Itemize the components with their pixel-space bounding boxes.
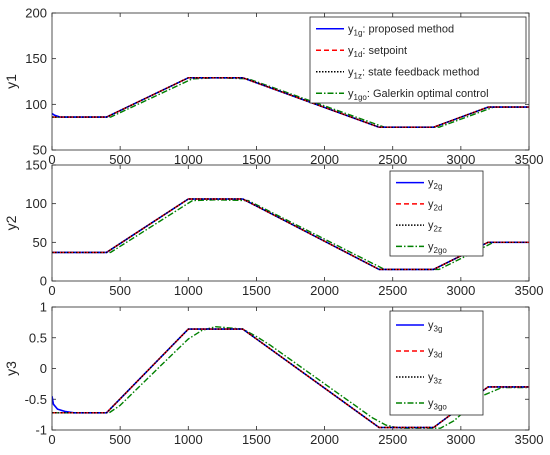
y-tick-label: 150 (25, 158, 47, 173)
x-tick-label: 2500 (378, 283, 407, 298)
x-tick-label: 1500 (242, 283, 271, 298)
legend: y3g y3d y3z y3go (389, 310, 484, 416)
series-line-galerkin (52, 199, 529, 271)
y-axis-label: y1 (3, 74, 19, 89)
x-tick-label: 2000 (310, 152, 339, 167)
x-tick-label: 500 (109, 432, 131, 447)
y-tick-label: 200 (25, 6, 47, 21)
legend-entry: y2g (428, 177, 442, 191)
y-tick-label: 1 (40, 300, 47, 315)
x-tick-label: 1000 (174, 432, 203, 447)
legend-entry: y3d (428, 346, 442, 360)
legend-entry: y1d: setpoint (348, 45, 407, 59)
axes-box (51, 12, 530, 151)
y-tick-label: 0 (40, 361, 47, 376)
y-tick-label: 50 (33, 143, 47, 158)
panel-y2: 0 500 1000 1500 2000 2500 3000 3500 0 50 100 150 y2 y… (3, 158, 543, 299)
y-tick-label: -1 (35, 423, 47, 438)
legend-box (389, 310, 484, 416)
legend-box (309, 16, 527, 104)
x-tick-label: 1000 (174, 283, 203, 298)
y-tick-label: 0.5 (29, 330, 47, 345)
axes-box (51, 164, 530, 282)
x-tick-label: 1500 (242, 152, 271, 167)
x-tick-label: 1500 (242, 432, 271, 447)
x-tick-label: 0 (48, 152, 55, 167)
legend-entry: y1go: Galerkin optimal control (348, 88, 489, 102)
legend-entry: y3g (428, 320, 442, 334)
x-tick-label: 500 (109, 283, 131, 298)
x-tick-label: 3500 (515, 283, 544, 298)
x-tick-label: 2500 (378, 432, 407, 447)
y-tick-label: 0 (40, 274, 47, 289)
x-tick-label: 0 (48, 283, 55, 298)
panel-y3: 0 500 1000 1500 2000 2500 3000 3500 -1 -0.5 0 0.5 1 y… (3, 300, 543, 448)
y-axis-label: y3 (3, 361, 19, 376)
legend-entry: y3go (428, 398, 447, 412)
y-axis-label: y2 (3, 215, 19, 230)
axes-box (51, 306, 530, 431)
legend-entry: y2d (428, 198, 442, 212)
legend-box (389, 170, 484, 257)
x-tick-label: 500 (109, 152, 131, 167)
legend-entry: y1z: state feedback method (348, 66, 479, 80)
legend: y2g y2d y2z y2go (389, 170, 484, 257)
x-tick-label: 3000 (446, 432, 475, 447)
x-tick-label: 3000 (446, 283, 475, 298)
legend-entry: y1g: proposed method (348, 23, 454, 37)
y-tick-label: 100 (25, 97, 47, 112)
legend-entry: y2z (428, 220, 442, 234)
legend: y1g: proposed method y1d: setpoint y1z: st… (309, 16, 527, 104)
y-tick-label: 100 (25, 196, 47, 211)
y-tick-label: 150 (25, 51, 47, 66)
series-line-galerkin (52, 326, 529, 429)
panel-y1: 0 500 1000 1500 2000 2500 3000 3500 50 100 150 200 y… (3, 6, 543, 168)
x-tick-label: 2000 (310, 432, 339, 447)
legend-entry: y2go (428, 241, 447, 255)
x-tick-label: 1000 (174, 152, 203, 167)
y-tick-label: 50 (33, 235, 47, 250)
y-tick-label: -0.5 (25, 392, 47, 407)
x-tick-label: 3500 (515, 432, 544, 447)
series-line-state_feedback (52, 77, 529, 128)
x-tick-label: 0 (48, 432, 55, 447)
x-tick-label: 2500 (378, 152, 407, 167)
x-tick-label: 3000 (446, 152, 475, 167)
x-tick-label: 2000 (310, 283, 339, 298)
series-line-galerkin (52, 77, 529, 128)
x-tick-label: 3500 (515, 152, 544, 167)
legend-entry: y3z (428, 372, 442, 386)
